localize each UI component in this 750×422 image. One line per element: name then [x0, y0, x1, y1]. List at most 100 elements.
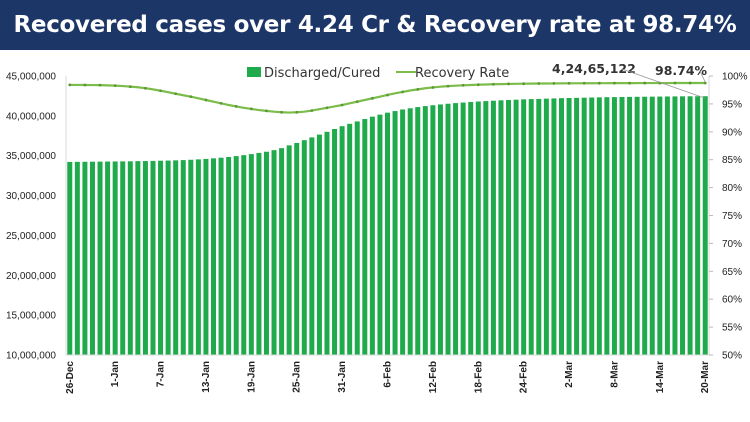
bar [127, 161, 133, 355]
x-tick-label: 8-Mar [609, 361, 620, 388]
bar [120, 161, 126, 355]
bar [89, 161, 95, 355]
bar [97, 161, 103, 355]
y-right-tick-label: 65% [722, 267, 742, 278]
legend-swatch-bars [247, 67, 261, 77]
bar [483, 101, 489, 355]
recovery-rate-point [355, 100, 359, 104]
bars-group [67, 96, 708, 356]
bar [188, 159, 194, 355]
bar [362, 119, 368, 355]
bar [203, 158, 209, 355]
bar [400, 109, 406, 355]
bar [256, 152, 262, 355]
recovery-rate-point [204, 98, 208, 102]
axes-group: 10,000,000 15,000,000 20,000,000 25,000,000… [6, 72, 748, 394]
bar [558, 98, 564, 355]
bar [649, 96, 655, 356]
bar [407, 108, 413, 355]
annotation-leader-rate [699, 70, 706, 83]
bar [596, 97, 602, 355]
x-tick-label: 26-Dec [65, 361, 76, 394]
bar [309, 137, 315, 355]
bar [354, 121, 360, 356]
recovery-rate-point [174, 92, 178, 96]
y-right-tick-label: 90% [722, 127, 742, 138]
bar [551, 98, 557, 355]
recovery-rate-point [446, 84, 450, 88]
bar [74, 161, 80, 355]
bar [211, 158, 217, 355]
bar [589, 97, 595, 355]
recovery-rate-point [552, 82, 556, 85]
bar [513, 99, 519, 355]
bar [702, 96, 708, 355]
recovery-rate-point [401, 90, 405, 94]
bar [377, 114, 383, 355]
y-right-tick-label: 60% [722, 295, 742, 306]
y-left-tick-label: 15,000,000 [6, 311, 56, 322]
recovery-rate-point [280, 110, 283, 114]
bar [498, 100, 504, 355]
recovery-rate-point [628, 81, 631, 85]
bar [150, 160, 156, 355]
bar [332, 129, 338, 355]
recovery-rate-point [582, 81, 586, 85]
recovery-rate-point [703, 81, 707, 85]
bar [475, 101, 481, 355]
recovery-rate-point [507, 82, 510, 86]
bar [680, 96, 686, 355]
title-banner: Recovered cases over 4.24 Cr & Recovery … [0, 0, 750, 50]
bar [135, 161, 141, 355]
bar [657, 96, 663, 355]
bar [233, 156, 239, 355]
recovery-rate-point [159, 89, 162, 93]
bar [112, 161, 118, 355]
bar [324, 131, 330, 355]
recovery-rate-point [325, 106, 329, 110]
bar [158, 160, 164, 355]
recovery-rate-point [68, 83, 72, 87]
recovery-rate-point [219, 101, 223, 105]
x-tick-label: 20-Mar [700, 361, 711, 393]
y-left-tick-label: 10,000,000 [6, 351, 56, 362]
bar [627, 96, 633, 356]
recovery-rate-point [249, 107, 253, 111]
recovery-rate-point [597, 81, 601, 85]
x-tick-label: 25-Jan [292, 361, 303, 393]
legend-label-bars: Discharged/Cured [264, 66, 380, 81]
y-right-tick-label: 75% [722, 211, 742, 222]
annotation-cured: 4,24,65,122 [552, 61, 636, 76]
recovery-rate-point [128, 85, 132, 89]
x-tick-label: 18-Feb [473, 361, 484, 393]
recovery-rate-point [416, 87, 420, 91]
x-tick-label: 7-Jan [156, 361, 167, 387]
recovery-rate-line [69, 81, 706, 114]
y-right-tick-label: 95% [722, 99, 742, 110]
recovery-rate-point [613, 81, 616, 85]
y-left-tick-label: 40,000,000 [6, 111, 56, 122]
recovery-rate-point [310, 109, 314, 112]
bar [566, 98, 572, 355]
y-left-tick-label: 20,000,000 [6, 271, 56, 282]
y-left-tick-label: 45,000,000 [6, 72, 56, 83]
recovery-rate-point [643, 81, 647, 85]
bar [422, 106, 428, 355]
line-group [68, 81, 707, 114]
y-right-tick-label: 50% [722, 351, 742, 362]
bar [445, 103, 451, 355]
y-left-tick-label: 30,000,000 [6, 191, 56, 202]
y-left-tick-label: 35,000,000 [6, 151, 56, 162]
recovery-rate-point [98, 83, 102, 87]
x-tick-label: 1-Jan [110, 361, 121, 387]
annotation-leader-cured [621, 68, 706, 99]
recovery-rate-point [476, 83, 480, 87]
bar [248, 154, 254, 355]
recovery-rate-point [537, 82, 541, 85]
recovery-rate-point [189, 95, 193, 99]
bar [165, 160, 171, 355]
recovery-rate-point [386, 93, 389, 97]
bar [385, 112, 390, 355]
y-right-tick-label: 80% [722, 183, 742, 194]
